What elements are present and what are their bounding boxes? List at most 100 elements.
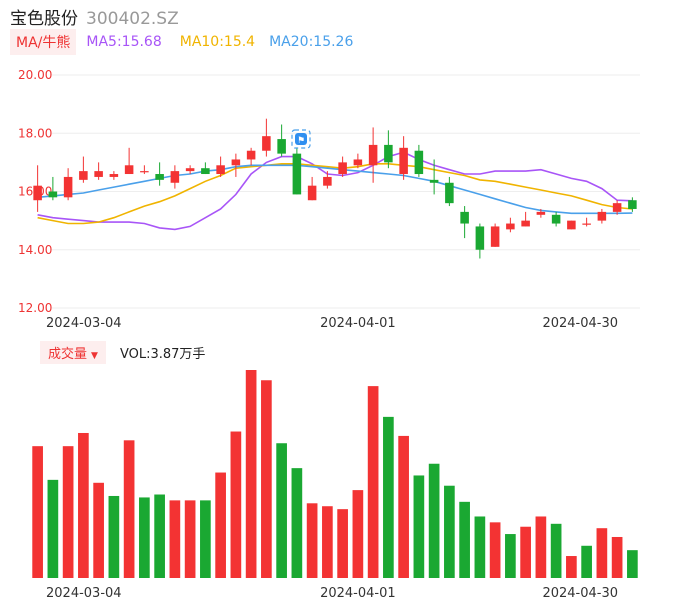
x-tick-label: 2024-04-30 <box>542 586 618 601</box>
volume-bar <box>184 500 196 578</box>
candle <box>170 165 180 189</box>
candle <box>94 162 103 180</box>
volume-bar <box>413 475 425 578</box>
candle-body <box>536 211 546 215</box>
candle-body <box>48 191 58 198</box>
candle-body <box>429 179 439 183</box>
volume-bar <box>306 503 318 578</box>
caret-down-icon: ▼ <box>91 350 98 361</box>
candle <box>140 165 149 175</box>
volume-bar <box>337 509 348 578</box>
volume-bar <box>261 380 272 578</box>
ma-indicator-tab[interactable]: MA/牛熊 <box>10 29 77 55</box>
candle-body <box>399 147 408 175</box>
stock-code: 300402.SZ <box>86 9 179 29</box>
candlesticks <box>33 118 637 259</box>
candle <box>536 208 546 218</box>
candle-body <box>307 185 317 201</box>
candle-body <box>612 203 622 212</box>
candle-body <box>262 136 271 151</box>
volume-tab-label: 成交量 <box>48 346 88 362</box>
candle-body <box>292 153 302 195</box>
volume-bar <box>32 446 43 578</box>
candle <box>399 136 408 180</box>
candle <box>338 156 347 177</box>
volume-bar <box>535 516 547 578</box>
candle-body <box>521 220 530 227</box>
volume-bar <box>322 506 333 578</box>
price-date-axis: 2024-03-04 2024-04-01 2024-04-30 <box>46 316 618 331</box>
volume-bar <box>230 431 242 578</box>
ma5-legend: MA5:15.68 <box>86 34 162 50</box>
candle <box>597 208 607 224</box>
candle <box>109 171 119 180</box>
volume-bar <box>123 440 135 578</box>
candle <box>246 147 256 166</box>
volume-bar <box>352 490 364 578</box>
candle <box>521 211 530 227</box>
volume-bar <box>245 370 257 578</box>
event-marker[interactable]: ⚑ <box>291 129 311 149</box>
x-tick-label: 2024-04-30 <box>542 316 618 331</box>
candle <box>216 156 225 177</box>
volume-bar <box>550 523 562 578</box>
y-tick-label: 14.00 <box>18 243 52 257</box>
candle-body <box>597 211 607 221</box>
stock-header: 宝色股份 300402.SZ <box>10 4 179 29</box>
candle-body <box>445 182 454 204</box>
volume-value: VOL:3.87万手 <box>119 346 206 362</box>
volume-bar <box>474 516 486 578</box>
candle-body <box>33 185 42 201</box>
volume-bar <box>139 497 150 578</box>
candle <box>48 176 58 201</box>
ma-line-ma20 <box>37 164 633 215</box>
candle <box>307 176 317 201</box>
y-tick-label: 20.00 <box>18 68 52 82</box>
candle <box>262 118 271 157</box>
volume-bar <box>367 386 379 578</box>
candle <box>567 220 576 230</box>
volume-bars <box>32 370 638 578</box>
volume-bar <box>169 500 181 578</box>
volume-bar <box>520 526 531 578</box>
candle-body <box>551 214 561 224</box>
ma20-legend: MA20:15.26 <box>269 34 354 50</box>
candle <box>292 147 302 195</box>
candle <box>353 153 363 169</box>
candle-body <box>414 150 424 175</box>
volume-bar <box>154 494 165 578</box>
candle-body <box>323 176 332 186</box>
candle <box>277 124 286 157</box>
event-icon <box>295 133 307 145</box>
candle-body <box>109 174 119 177</box>
x-tick-label: 2024-04-01 <box>320 586 396 601</box>
ma-line-ma5 <box>37 151 633 231</box>
candle <box>628 197 637 212</box>
candle-body <box>460 211 469 224</box>
candle-body <box>185 168 195 172</box>
ma10-legend: MA10:15.4 <box>179 34 256 50</box>
ma-legend: MA/牛熊 MA5:15.68 MA10:15.4 MA20:15.26 <box>10 29 354 55</box>
candle <box>490 223 500 247</box>
volume-bar <box>108 495 120 578</box>
candle <box>506 217 515 233</box>
volume-bar <box>566 556 577 578</box>
stock-name: 宝色股份 <box>10 9 78 29</box>
volume-bar <box>93 482 104 578</box>
candle <box>414 144 424 177</box>
candle <box>201 162 210 175</box>
volume-bar <box>291 468 303 578</box>
volume-bar <box>596 528 608 578</box>
volume-bar <box>505 534 516 578</box>
candle-body <box>567 220 576 230</box>
event-marker-frame <box>291 129 311 149</box>
candle <box>155 162 164 186</box>
candle <box>79 156 88 183</box>
ma-line-ma10 <box>37 163 633 225</box>
candle-body <box>201 168 210 175</box>
volume-bar <box>627 550 638 578</box>
volume-indicator-tab[interactable]: 成交量 ▼ <box>40 340 106 364</box>
candle-body <box>231 159 241 166</box>
